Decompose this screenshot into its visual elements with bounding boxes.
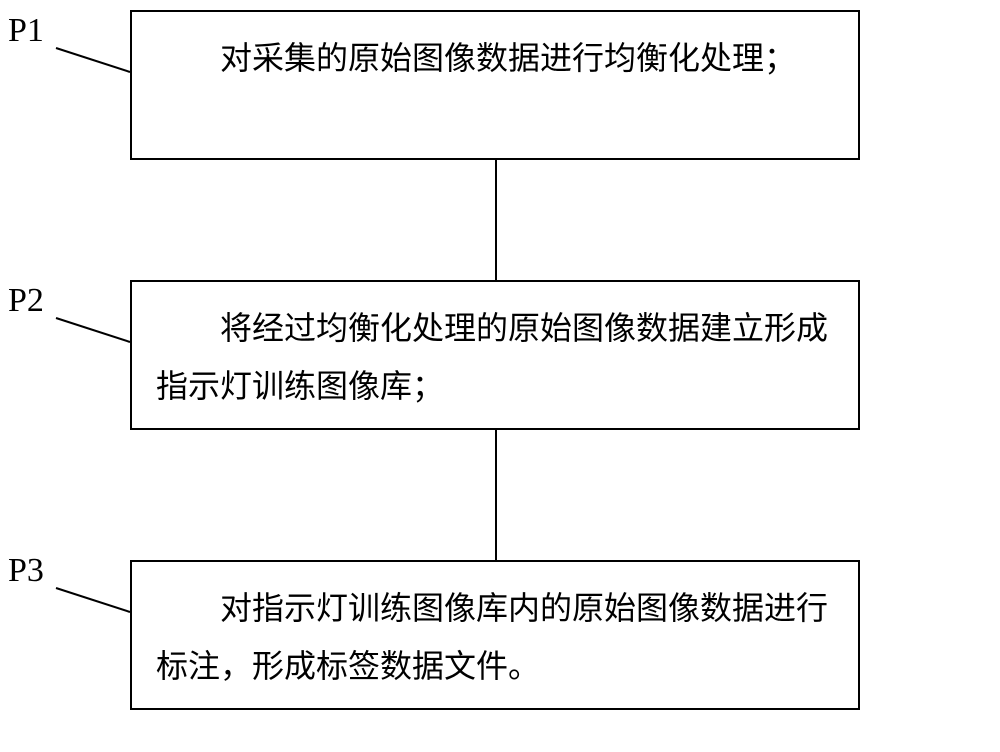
- connector-2: [495, 430, 497, 560]
- step-label-p3: P3: [8, 552, 44, 590]
- step-text-p2: 将经过均衡化处理的原始图像数据建立形成指示灯训练图像库；: [156, 300, 834, 415]
- flowchart-canvas: P1 对采集的原始图像数据进行均衡化处理； P2 将经过均衡化处理的原始图像数据…: [0, 0, 1000, 752]
- step-text-p1: 对采集的原始图像数据进行均衡化处理；: [156, 30, 834, 88]
- step-label-p1: P1: [8, 12, 44, 50]
- step-box-p3: 对指示灯训练图像库内的原始图像数据进行标注，形成标签数据文件。: [130, 560, 860, 710]
- step-text-p3: 对指示灯训练图像库内的原始图像数据进行标注，形成标签数据文件。: [156, 580, 834, 695]
- label-line-p1: [56, 48, 130, 72]
- step-box-p1: 对采集的原始图像数据进行均衡化处理；: [130, 10, 860, 160]
- label-line-p3: [56, 588, 130, 612]
- label-line-p2: [56, 318, 130, 342]
- step-label-p2: P2: [8, 282, 44, 320]
- connector-1: [495, 160, 497, 280]
- step-box-p2: 将经过均衡化处理的原始图像数据建立形成指示灯训练图像库；: [130, 280, 860, 430]
